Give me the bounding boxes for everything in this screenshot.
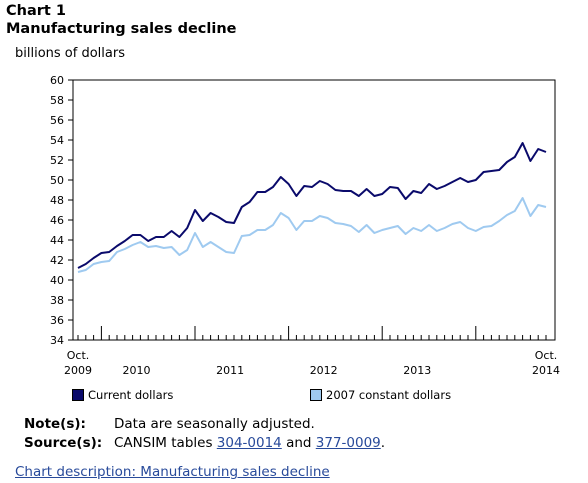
y-tick-label: 56 <box>50 114 64 127</box>
source-and: and <box>281 435 316 451</box>
y-tick-label: 58 <box>50 94 64 107</box>
x-tick-label: 2013 <box>403 364 431 377</box>
source-label: Source(s): <box>24 435 103 451</box>
y-tick-label: 60 <box>50 74 64 87</box>
note-row: Note(s): Data are seasonally adjusted. <box>24 416 315 432</box>
y-axis: 34 36 38 40 42 44 46 48 50 52 54 56 58 60 <box>50 74 73 347</box>
x-axis: Oct. 2009 2010 2011 2012 2013 Oct. 2014 <box>64 326 560 377</box>
y-tick-label: 48 <box>50 194 64 207</box>
series-line-constant-dollars <box>77 197 547 273</box>
source-prefix: CANSIM tables <box>114 435 217 451</box>
source-row: Source(s): CANSIM tables 304-0014 and 377… <box>24 435 385 451</box>
y-tick-label: 40 <box>50 274 64 287</box>
x-tick-label: 2010 <box>123 364 151 377</box>
y-tick-label: 52 <box>50 154 64 167</box>
plot-frame <box>72 79 556 341</box>
y-tick-label: 46 <box>50 214 64 227</box>
chart-title: Manufacturing sales decline <box>6 21 237 37</box>
y-tick-label: 54 <box>50 134 64 147</box>
y-tick-label: 34 <box>50 334 64 347</box>
legend-label-current: Current dollars <box>88 388 174 402</box>
note-label: Note(s): <box>24 416 86 432</box>
y-tick-label: 42 <box>50 254 64 267</box>
chart-plot: 34 36 38 40 42 44 46 48 50 52 54 56 58 60 Oct. 2009 201… <box>50 74 560 377</box>
chart-description-link[interactable]: Chart description: Manufacturing sales d… <box>15 464 330 480</box>
legend-item-constant: 2007 constant dollars <box>310 388 451 402</box>
x-tick-label: 2012 <box>310 364 338 377</box>
legend-label-constant: 2007 constant dollars <box>326 388 452 402</box>
x-tick-label: 2009 <box>64 364 92 377</box>
x-tick-label: Oct. <box>67 349 90 362</box>
legend-swatch-current <box>72 389 84 401</box>
source-suffix: . <box>380 435 386 451</box>
y-axis-label: billions of dollars <box>15 46 125 61</box>
y-tick-label: 50 <box>50 174 64 187</box>
x-tick-label: Oct. <box>535 349 558 362</box>
legend-swatch-constant <box>310 389 322 401</box>
y-tick-label: 36 <box>50 314 64 327</box>
source-link-304-0014[interactable]: 304-0014 <box>216 435 282 451</box>
series-lines <box>77 142 547 273</box>
note-text: Data are seasonally adjusted. <box>114 416 315 432</box>
chart-number: Chart 1 <box>6 3 66 19</box>
x-tick-label: 2011 <box>216 364 244 377</box>
y-tick-label: 38 <box>50 294 64 307</box>
legend-item-current: Current dollars <box>72 388 173 402</box>
source-link-377-0009[interactable]: 377-0009 <box>315 435 381 451</box>
y-tick-label: 44 <box>50 234 64 247</box>
series-line-current-dollars <box>77 142 547 269</box>
x-tick-label: 2014 <box>532 364 560 377</box>
